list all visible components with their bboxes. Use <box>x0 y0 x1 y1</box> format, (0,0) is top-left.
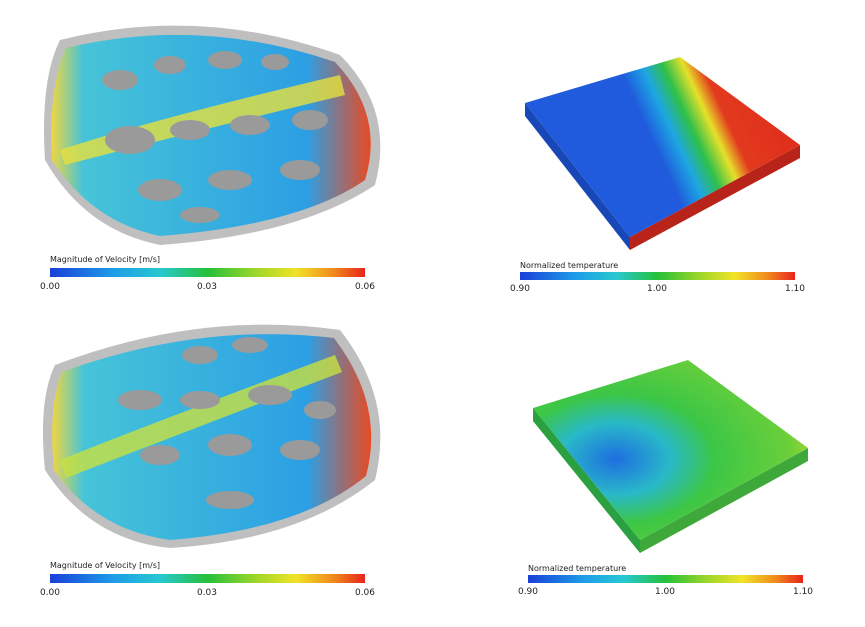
colorbar-title: Normalized temperature <box>520 261 618 270</box>
colorbar-tick: 1.10 <box>785 284 805 294</box>
colorbar-title: Magnitude of Velocity [m/s] <box>50 255 160 264</box>
colorbar-scale <box>520 272 795 280</box>
colorbar: Magnitude of Velocity [m/s] 0.00 0.03 0.… <box>40 255 375 292</box>
colorbar-tick: 0.06 <box>355 588 375 598</box>
colorbar-tick: 0.03 <box>197 282 217 292</box>
colorbar-tick: 1.10 <box>793 587 813 597</box>
colorbar-tick: 1.00 <box>647 284 667 294</box>
colorbar-scale <box>50 268 365 277</box>
colorbar-scale <box>528 575 803 583</box>
colorbar: Normalized temperature 0.90 1.00 1.10 <box>518 564 813 597</box>
velocity-field <box>42 324 381 548</box>
colorbar-tick: 0.90 <box>518 587 538 597</box>
velocity-field <box>44 25 381 246</box>
colorbar-tick: 0.90 <box>510 284 530 294</box>
colorbar: Normalized temperature 0.90 1.00 1.10 <box>510 261 805 294</box>
colorbar-tick: 1.00 <box>655 587 675 597</box>
colorbar-tick: 0.00 <box>40 588 60 598</box>
colorbar-title: Normalized temperature <box>528 564 626 573</box>
colorbar-tick: 0.03 <box>197 588 217 598</box>
temperature-plate <box>533 360 808 553</box>
colorbar-tick: 0.00 <box>40 282 60 292</box>
colorbar-title: Magnitude of Velocity [m/s] <box>50 561 160 570</box>
temperature-plate <box>525 57 800 250</box>
colorbar: Magnitude of Velocity [m/s] 0.00 0.03 0.… <box>40 561 375 598</box>
colorbar-tick: 0.06 <box>355 282 375 292</box>
colorbar-scale <box>50 574 365 583</box>
